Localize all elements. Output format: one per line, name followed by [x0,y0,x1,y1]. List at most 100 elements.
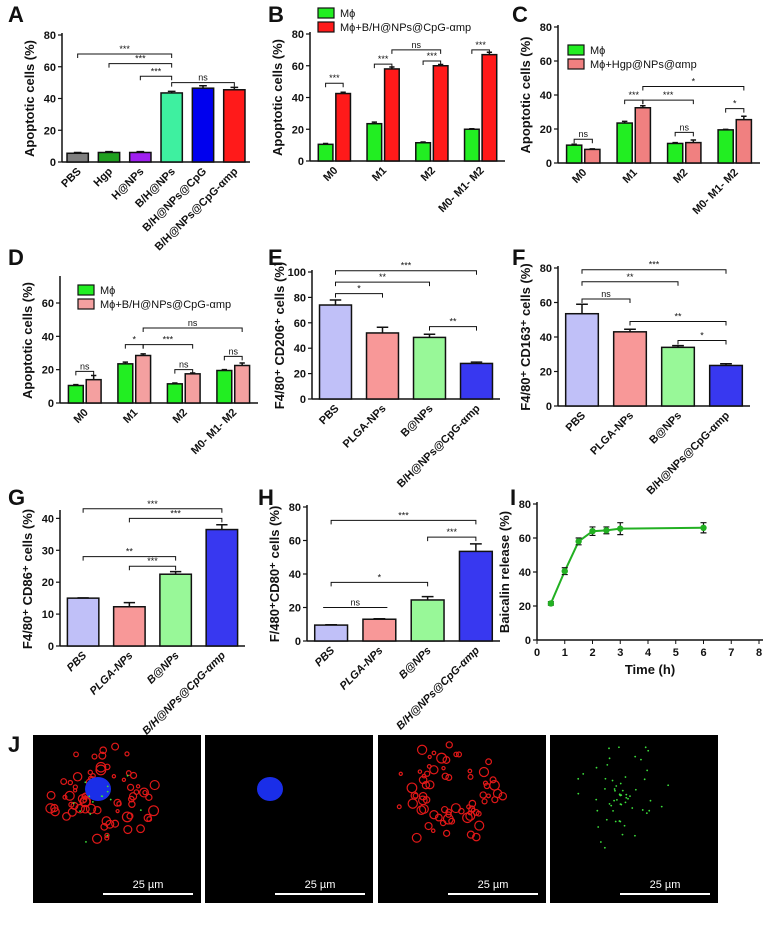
x-tick-label: PLGA-NPs [338,645,386,693]
y-tick-label: 20 [519,601,531,613]
red-vesicle [62,812,71,821]
panel-label-F: F [512,245,525,270]
x-tick-label: M0 [321,165,340,184]
y-tick-label: 0 [295,636,301,648]
x-tick-label: M2 [171,407,190,426]
green-dot [624,776,627,778]
y-tick-label: 20 [540,367,552,379]
significance-label: ns [601,289,611,299]
green-dot [106,834,109,837]
error-bar [373,617,386,620]
significance-label: * [733,99,737,109]
error-bar [469,543,482,552]
red-vesicle [486,793,491,799]
significance-label: * [132,335,136,345]
x-tick-label: M0- M1- M2 [690,167,740,217]
significance-label: *** [170,508,181,518]
scale-bar-label: 25 µm [478,879,509,891]
red-vesicle [472,808,480,816]
red-vesicle [101,816,112,826]
error-bar [136,150,145,153]
chart-D: 0 20 40 60 Apoptotic cells (%) Mϕ Mϕ+B/H@NPs@C… [20,276,258,457]
x-tick-label: 0 [534,647,540,659]
significance-bracket [677,339,727,345]
x-tick-label: M0 [72,407,91,426]
significance-label: ** [379,272,387,282]
significance-bracket [330,519,477,525]
significance-label: *** [135,54,146,64]
y-tick-label: 0 [48,398,54,410]
red-vesicle [95,761,107,773]
error-bar [73,151,82,154]
green-dot [109,798,112,801]
y-tick-label: 40 [294,343,306,355]
legend-swatch [317,7,335,19]
error-bar [239,362,245,366]
error-bar [90,374,97,380]
y-tick-label: 40 [540,90,552,102]
significance-label: ns [228,346,238,356]
significance-label: *** [663,90,674,100]
x-tick-label: M0- M1- M2 [189,407,239,457]
green-dot [646,769,649,772]
legend-swatch [317,21,335,33]
significance-bracket [325,82,344,88]
error-bar [621,120,628,124]
significance-bracket [77,53,173,59]
bar [318,304,353,400]
bar [112,606,146,647]
data-point [561,567,568,575]
green-dot [624,801,627,804]
x-tick-label: M1 [370,165,389,184]
panel-label-E: E [268,245,283,270]
green-dot [139,809,142,812]
red-vesicle [149,779,160,791]
legend-swatch [567,58,585,70]
significance-bracket [471,49,490,54]
x-tick-label: B@NPs [145,650,182,687]
significance-bracket [573,138,593,144]
bar [117,363,134,404]
green-dot [610,804,613,807]
scale-bar-label: 25 µm [650,879,681,891]
red-vesicle [442,756,451,764]
green-dot [634,834,636,837]
green-dot [605,818,608,821]
significance-label: *** [151,66,162,76]
significance-bracket [124,344,144,349]
green-dot [619,794,621,796]
green-dot [608,757,611,760]
significance-bracket [335,293,383,298]
significance-bracket [422,60,442,65]
red-vesicle [442,829,451,837]
bar [313,624,349,642]
green-dot [608,802,611,805]
green-dot [627,797,629,800]
green-dot [608,747,610,750]
significance-label: *** [398,510,409,520]
error-bar [199,85,207,89]
red-vesicle [91,833,103,844]
y-tick-label: 60 [540,298,552,310]
red-vesicle [448,817,456,825]
red-vesicle [445,773,453,781]
error-bar [421,595,434,600]
x-tick-label: PLGA-NPs [88,650,136,698]
y-tick-label: 80 [519,499,531,511]
red-vesicle [93,805,102,815]
bar [159,573,193,647]
green-dot [106,790,109,793]
legend-label: Mϕ [340,8,355,20]
bar [67,384,85,404]
red-vesicle [478,766,490,778]
scale-bar-label: 25 µm [305,879,336,891]
significance-bracket [629,320,727,326]
red-vesicle [142,789,148,796]
significance-label: *** [446,527,457,537]
significance-bracket [223,355,243,361]
green-dot [634,755,637,758]
red-vesicle [424,770,431,777]
red-vesicle [121,777,127,782]
y-tick-label: 40 [289,569,301,581]
green-dot [631,807,634,809]
